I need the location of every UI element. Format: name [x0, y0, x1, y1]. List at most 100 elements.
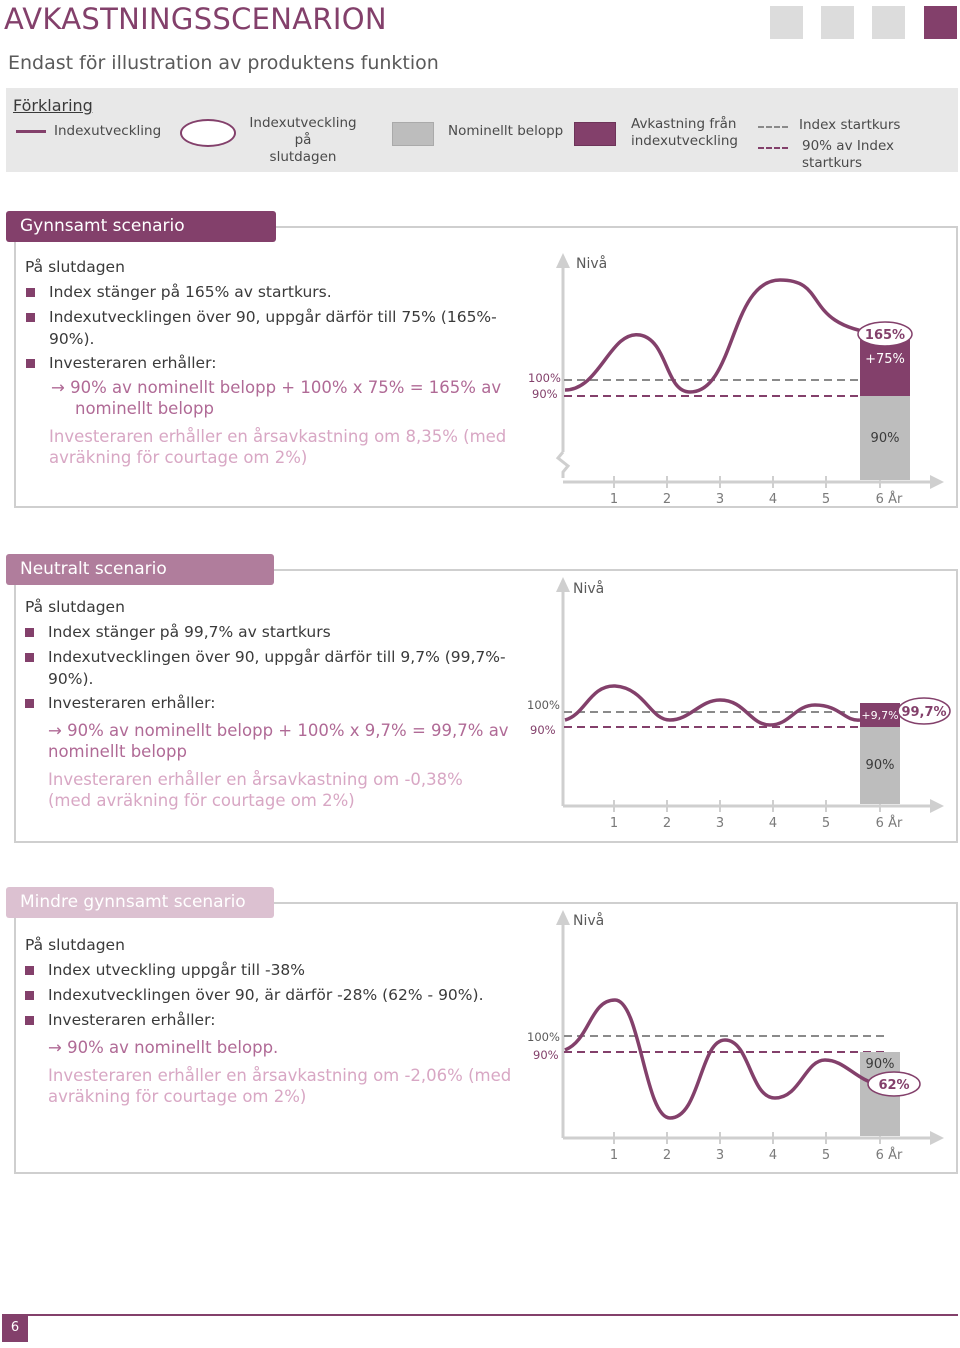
scenario-panel-favorable — [14, 226, 958, 508]
bar-top-label: 62% — [878, 1078, 909, 1093]
bullet-text: Indexutvecklingen över 90, uppgår därför… — [48, 648, 506, 666]
x-tick-label: 1 — [610, 1148, 618, 1163]
bar-nominal-label: 90% — [871, 431, 900, 446]
x-tick-label: 1 — [610, 816, 618, 831]
bullet-icon — [25, 699, 34, 708]
bullet-text: Investeraren erhåller: — [48, 1011, 216, 1029]
bar-top-label: 99,7% — [901, 705, 946, 720]
bullet-icon — [25, 653, 34, 662]
bullet-text: Indexutvecklingen över 90, är därför -28… — [48, 986, 484, 1004]
header-square-1 — [770, 6, 803, 39]
annual-return-text: Investeraren erhåller en årsavkastning o… — [48, 770, 463, 789]
y-axis-label: Nivå — [573, 912, 604, 929]
bullet-text-cont: 90%). — [48, 670, 94, 688]
header-square-3 — [872, 6, 905, 39]
annual-return-text: Investeraren erhåller en årsavkastning o… — [49, 427, 507, 446]
x-tick-label: 3 — [716, 1148, 724, 1163]
result-line-cont: nominellt belopp — [75, 399, 214, 418]
x-tick-label: 2 — [663, 1148, 671, 1163]
result-line: → 90% av nominellt belopp. — [48, 1038, 279, 1057]
annual-return-text-cont: (med avräkning för courtage om 2%) — [48, 791, 355, 810]
bullet-icon — [26, 313, 35, 322]
legend-title: Förklaring — [13, 96, 93, 115]
header-square-2 — [821, 6, 854, 39]
legend-end-label: Indexutveckling på slutdagen — [249, 115, 357, 165]
x-tick-label: 5 — [822, 1148, 830, 1163]
x-tick-label: 1 — [610, 492, 618, 507]
bullet-text: Investeraren erhåller: — [48, 694, 216, 712]
y-axis-break — [555, 451, 571, 478]
index-curve — [564, 278, 881, 394]
ref-label-90: 90% — [532, 387, 558, 401]
page-subtitle: Endast för illustration av produktens fu… — [8, 52, 439, 74]
legend-start-label: Index startkurs — [799, 117, 901, 133]
x-axis-arrow — [930, 799, 944, 813]
legend-return-box — [574, 122, 616, 146]
bar-nominal-label: 90% — [866, 758, 895, 773]
bullet-text: Index stänger på 165% av startkurs. — [49, 283, 332, 301]
return-bar — [860, 703, 900, 727]
nominal-bar — [860, 727, 900, 804]
index-curve — [564, 684, 861, 727]
bullet-icon — [25, 628, 34, 637]
y-axis-arrow — [556, 577, 570, 592]
ref-label-100: 100% — [527, 1030, 560, 1044]
annual-return-text-cont: avräkning för courtage om 2%) — [48, 1087, 307, 1106]
x-axis-arrow — [930, 1131, 944, 1145]
result-line-cont: nominellt belopp — [48, 742, 187, 761]
legend-index-line — [16, 130, 46, 133]
page-number: 6 — [2, 1314, 28, 1342]
x-tick-label: 2 — [663, 492, 671, 507]
scenario-tab-neutral: Neutralt scenario — [6, 554, 274, 585]
bullet-text: Index stänger på 99,7% av startkurs — [48, 623, 331, 641]
bullet-icon — [25, 991, 34, 1000]
bar-top-label: 165% — [865, 328, 905, 343]
x-tick-label: 4 — [769, 492, 777, 507]
scenario-heading: På slutdagen — [25, 258, 125, 276]
annual-return-text-cont: avräkning för courtage om 2%) — [49, 448, 308, 467]
x-tick-label: 6 År — [876, 815, 903, 831]
x-tick-label: 3 — [716, 492, 724, 507]
legend-ninety-dash — [758, 147, 788, 149]
legend-end-ellipse — [180, 119, 236, 147]
end-value-ellipse — [897, 697, 951, 725]
x-axis-arrow — [930, 475, 944, 489]
scenario-panel-less-favorable — [14, 902, 958, 1174]
bar-return-label: +75% — [865, 352, 905, 367]
ref-label-90: 90% — [533, 1048, 559, 1062]
bullet-text-cont: 90%). — [49, 330, 95, 348]
bullet-icon — [26, 288, 35, 297]
header-square-4 — [924, 6, 957, 39]
y-axis-label: Nivå — [573, 580, 604, 597]
bar-nominal-label: 90% — [866, 1057, 895, 1072]
scenario-heading: På slutdagen — [25, 598, 125, 616]
legend-box: Förklaring Indexutveckling Indexutveckli… — [6, 88, 958, 172]
footer-rule — [28, 1314, 958, 1316]
index-curve — [564, 998, 881, 1120]
scenario-tab-less-favorable: Mindre gynnsamt scenario — [6, 887, 274, 918]
scenario-heading: På slutdagen — [25, 936, 125, 954]
ref-label-100: 100% — [527, 698, 560, 712]
x-tick-label: 4 — [769, 816, 777, 831]
ref-label-100: 100% — [528, 371, 561, 385]
page-title: AVKASTNINGSSCENARION — [4, 2, 387, 36]
y-axis-arrow — [556, 910, 570, 925]
x-tick-label: 6 År — [876, 1147, 903, 1163]
bullet-icon — [25, 966, 34, 975]
bar-return-label: +9,7% — [861, 709, 898, 722]
legend-nominal-box — [392, 122, 434, 146]
legend-nominal-label: Nominellt belopp — [448, 123, 564, 139]
bullet-text: Index utveckling uppgår till -38% — [48, 961, 306, 979]
result-line: → 90% av nominellt belopp + 100% x 75% =… — [51, 378, 502, 397]
y-axis-label: Nivå — [576, 255, 607, 272]
result-line: → 90% av nominellt belopp + 100% x 9,7% … — [48, 721, 509, 740]
x-tick-label: 5 — [822, 816, 830, 831]
end-value-ellipse — [867, 1071, 921, 1097]
x-tick-label: 5 — [822, 492, 830, 507]
legend-ninety-label: 90% av Index startkurs — [802, 138, 895, 171]
x-tick-label: 6 År — [876, 491, 903, 507]
end-value-ellipse — [857, 321, 913, 347]
y-axis-arrow — [556, 253, 570, 268]
